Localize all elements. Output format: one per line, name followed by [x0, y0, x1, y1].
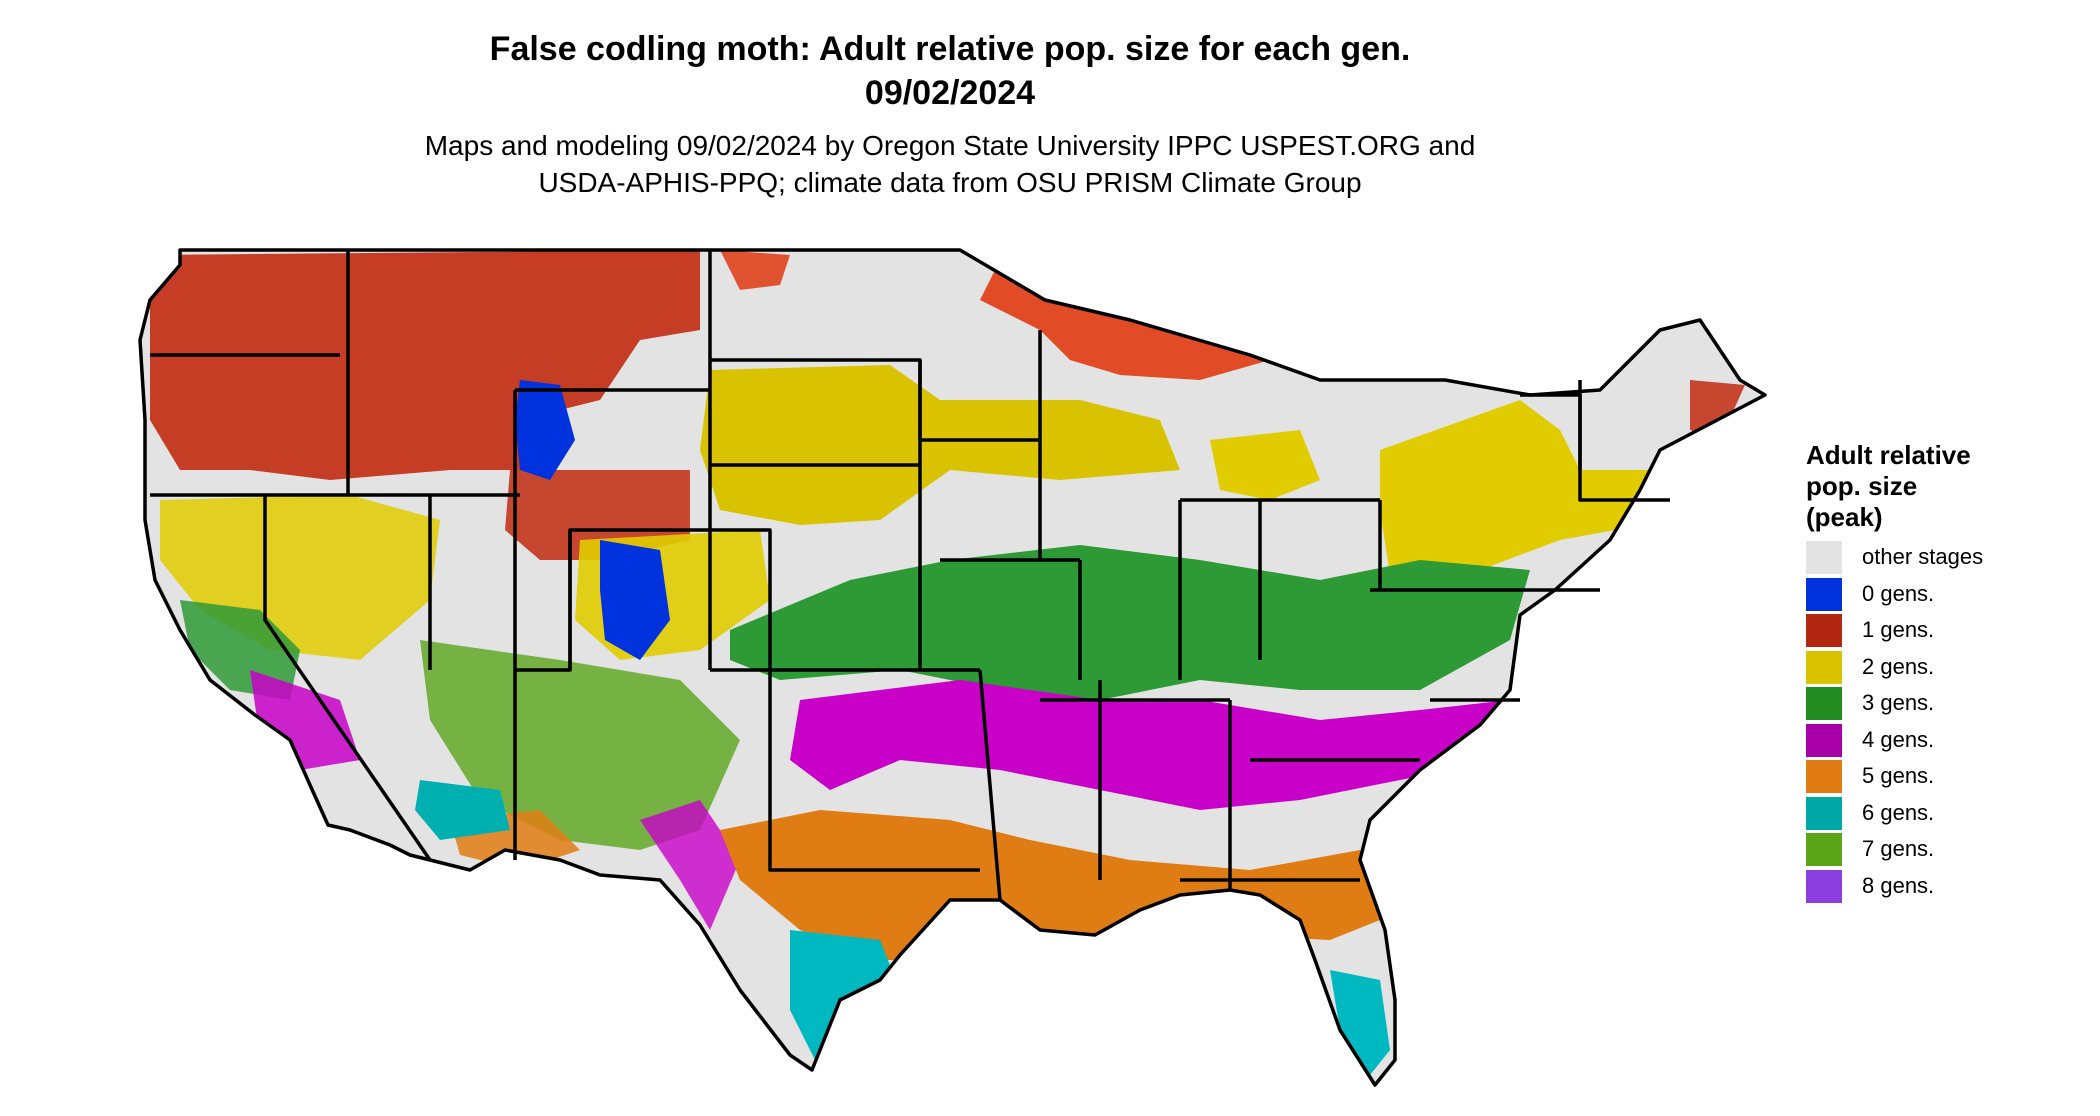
zone-4-gens-texas	[640, 800, 740, 930]
legend-item: 1 gens.	[1806, 612, 2086, 649]
zone-3-gens-central	[730, 545, 1530, 700]
legend-swatch	[1806, 650, 1842, 684]
legend-swatch	[1806, 833, 1842, 866]
zone-0-gens-colorado	[600, 540, 670, 660]
zone-1-gens-north-dakota	[720, 250, 790, 290]
legend-label: 0 gens.	[1862, 580, 1935, 606]
zone-1-gens-maine	[1690, 380, 1745, 440]
legend-label: 5 gens.	[1862, 763, 1935, 788]
legend: Adult relative pop. size (peak) other st…	[1806, 440, 2086, 904]
legend-label: 3 gens.	[1862, 690, 1935, 715]
legend-title-line: pop. size	[1806, 471, 1918, 501]
zone-6-gens-arizona	[415, 780, 510, 840]
zone-1-gens-northwest	[150, 250, 700, 480]
zone-2-gens-northern-plains	[700, 365, 1180, 525]
legend-item: 0 gens.	[1806, 576, 2086, 613]
legend-label: 8 gens.	[1862, 872, 1935, 898]
zone-0-gens-wyoming	[515, 380, 575, 480]
subtitle-line-2: USDA-APHIS-PPQ; climate data from OSU PR…	[538, 167, 1362, 198]
legend-label: 4 gens.	[1862, 726, 1935, 752]
us-map	[138, 248, 1767, 1087]
legend-swatch	[1806, 577, 1842, 611]
legend-title-line: (peak)	[1806, 502, 1883, 532]
zone-2-gens-northeast	[1380, 400, 1670, 575]
legend-swatch	[1806, 687, 1842, 720]
map-title: False codling moth: Adult relative pop. …	[489, 30, 1411, 68]
legend-item: 8 gens.	[1806, 868, 2086, 905]
legend-swatch	[1806, 541, 1842, 574]
legend-swatch	[1806, 760, 1842, 793]
generation-zones	[150, 250, 1745, 1075]
zone-2-gens-michigan	[1210, 430, 1320, 500]
legend-swatch	[1806, 796, 1842, 830]
zone-6-gens-south-texas	[790, 930, 900, 1060]
legend-item: other stages	[1806, 539, 2086, 576]
legend-items: other stages 0 gens. 1 gens. 2 gens. 3 gens.…	[1806, 539, 2086, 904]
legend-swatch	[1806, 723, 1842, 757]
legend-swatch	[1806, 869, 1842, 903]
map-date: 09/02/2024	[864, 74, 1036, 112]
legend-item: 2 gens.	[1806, 649, 2086, 686]
state-borders	[138, 248, 1767, 1087]
legend-item: 6 gens.	[1806, 795, 2086, 832]
legend-item: 7 gens.	[1806, 831, 2086, 868]
legend-label: 2 gens.	[1862, 653, 1935, 679]
zone-6-gens-florida	[1330, 970, 1390, 1075]
legend-swatch	[1806, 614, 1842, 647]
legend-item: 5 gens.	[1806, 758, 2086, 795]
legend-item: 4 gens.	[1806, 722, 2086, 759]
legend-label: other stages	[1862, 544, 1984, 569]
legend-item: 3 gens.	[1806, 685, 2086, 722]
legend-label: 7 gens.	[1862, 836, 1935, 861]
legend-title: Adult relative pop. size (peak)	[1806, 440, 2086, 533]
legend-label: 1 gens.	[1862, 617, 1935, 642]
subtitle-line-1: Maps and modeling 09/02/2024 by Oregon S…	[424, 130, 1476, 161]
legend-label: 6 gens.	[1862, 799, 1935, 825]
legend-title-line: Adult relative	[1806, 440, 1971, 470]
